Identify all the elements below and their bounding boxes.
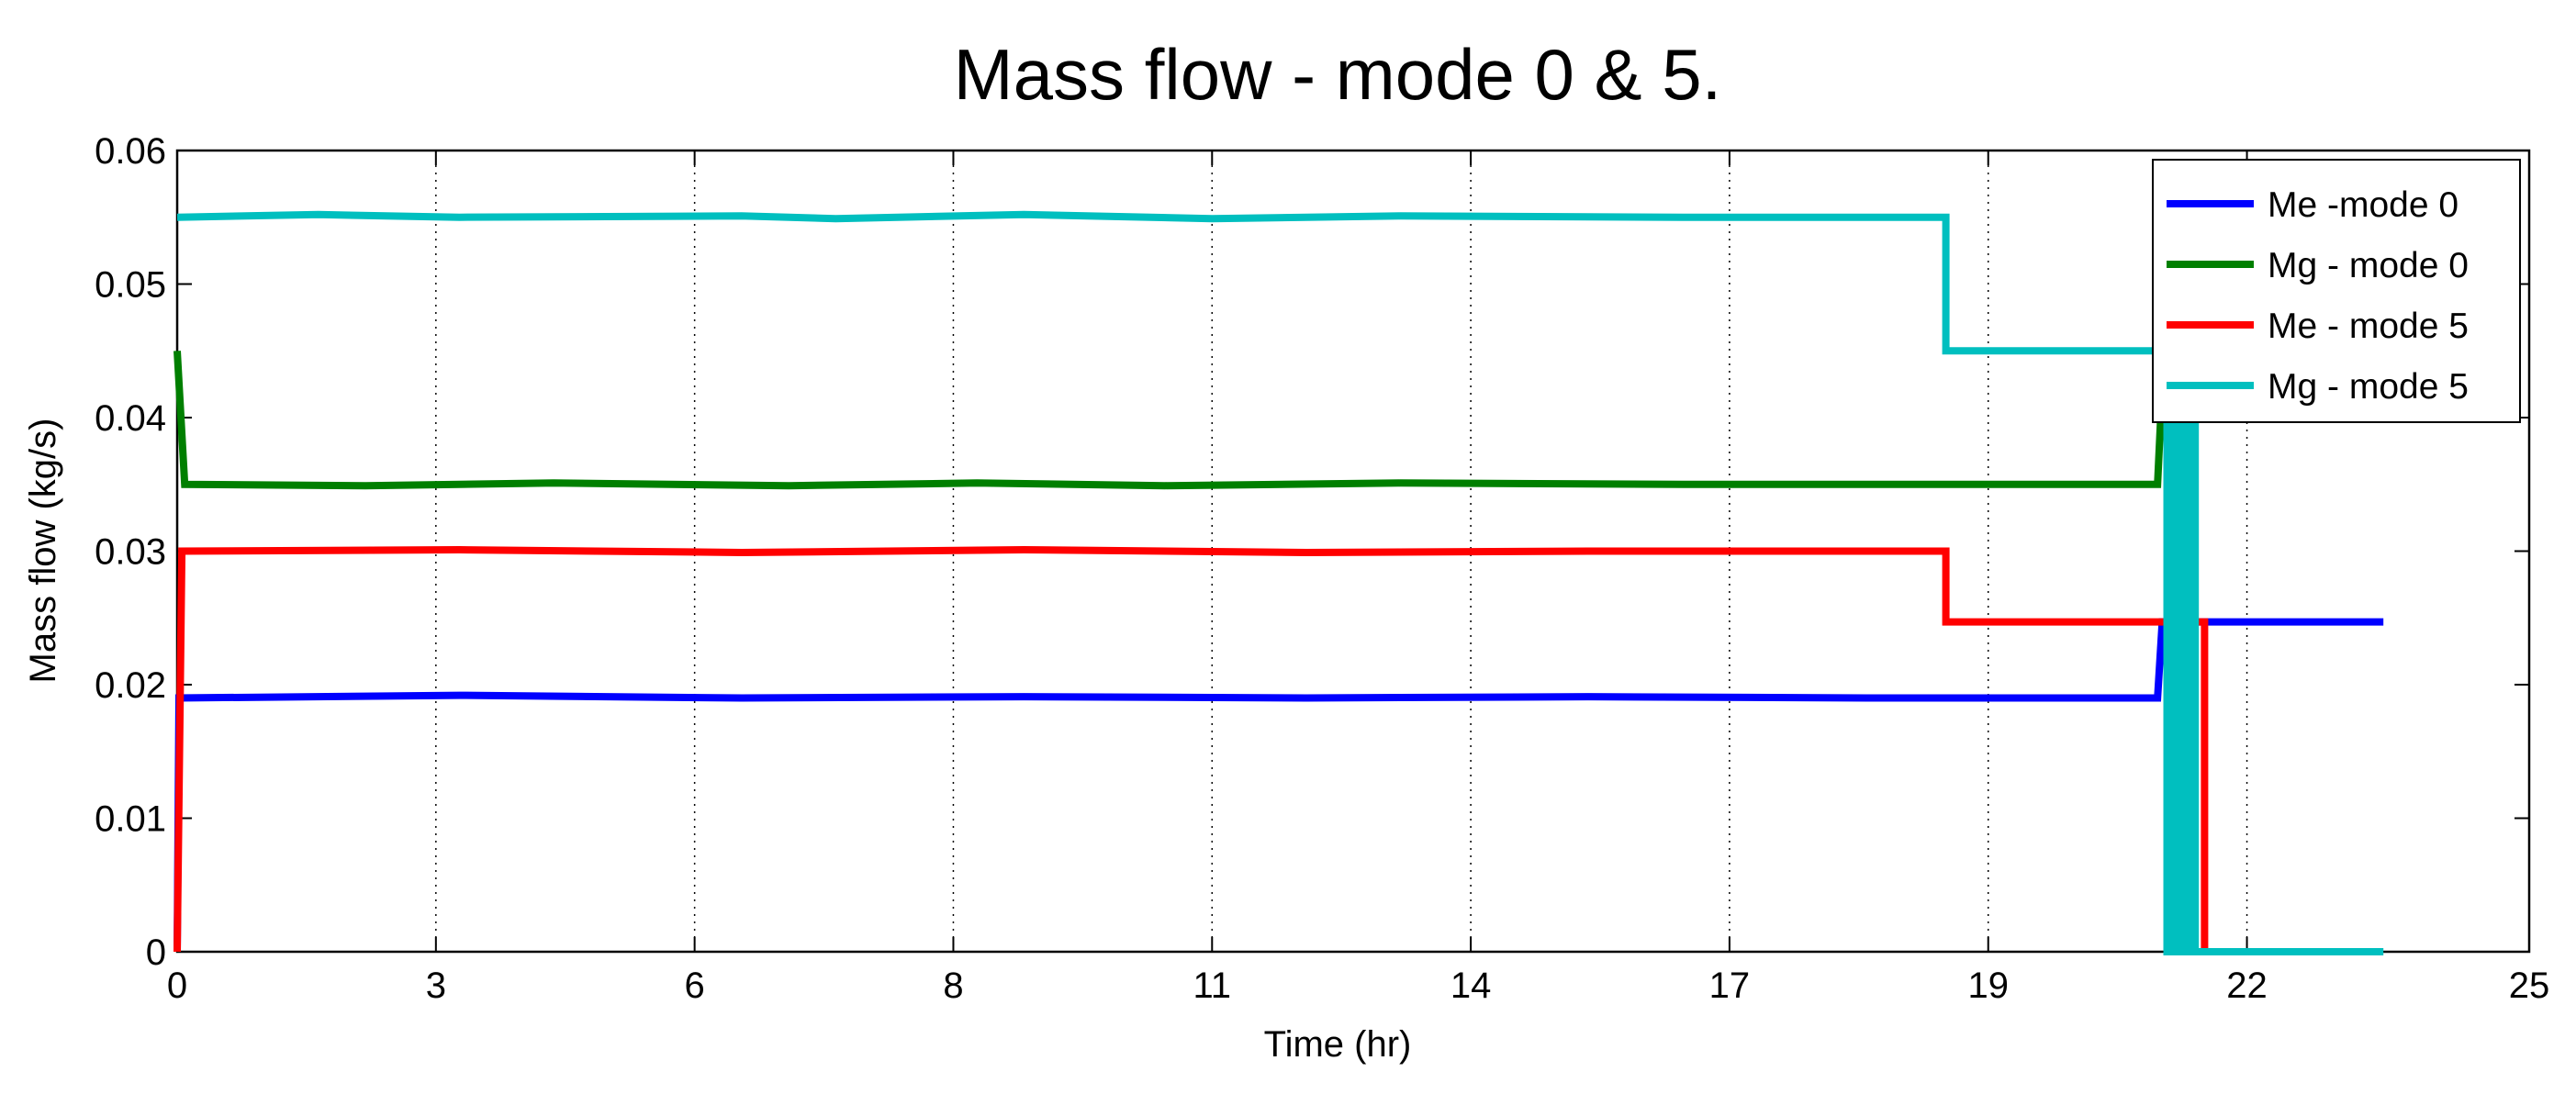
y-tick-label: 0.04 — [95, 398, 166, 439]
legend: Me -mode 0 Mg - mode 0 Me - mode 5 Mg - mod… — [2152, 159, 2521, 423]
x-axis-label: Time (hr) — [1264, 1024, 1412, 1065]
series-line-mg-mode-5 — [176, 210, 2384, 955]
series-band-mg-mode-5 — [2167, 351, 2196, 952]
legend-entries: Me -mode 0 Mg - mode 0 Me - mode 5 Mg - mod… — [2167, 185, 2469, 407]
series-line-me-mode-5 — [174, 545, 2209, 953]
legend-label-mg-mode-0: Mg - mode 0 — [2268, 246, 2469, 285]
y-tick-labels: 0 0.01 0.02 0.03 0.04 0.05 0.06 — [95, 131, 166, 973]
x-tick-labels: 0 3 6 8 11 14 17 19 22 25 — [167, 966, 2549, 1006]
x-tick-label: 8 — [943, 966, 963, 1006]
x-tick-label: 22 — [2226, 966, 2268, 1006]
legend-label-me-mode-0: Me -mode 0 — [2268, 185, 2458, 225]
y-tick-label: 0.05 — [95, 265, 166, 306]
x-tick-label: 17 — [1709, 966, 1751, 1006]
y-tick-label: 0.06 — [95, 131, 166, 172]
legend-label-me-mode-5: Me - mode 5 — [2268, 307, 2469, 346]
x-tick-label: 6 — [685, 966, 705, 1006]
y-tick-label: 0 — [146, 932, 166, 973]
chart-title: Mass flow - mode 0 & 5. — [954, 34, 1722, 115]
y-axis-label: Mass flow (kg/s) — [23, 419, 63, 684]
legend-label-mg-mode-5: Mg - mode 5 — [2268, 367, 2469, 407]
x-tick-label: 14 — [1450, 966, 1492, 1006]
series-layer — [174, 210, 2384, 955]
y-tick-label: 0.01 — [95, 799, 166, 840]
x-tick-label: 19 — [1967, 966, 2009, 1006]
y-tick-label: 0.02 — [95, 665, 166, 706]
x-tick-label: 3 — [426, 966, 446, 1006]
series-line-me-mode-0 — [174, 618, 2384, 953]
series-line-mg-mode-0 — [174, 351, 2167, 490]
x-tick-label: 25 — [2509, 966, 2550, 1006]
y-tick-label: 0.03 — [95, 532, 166, 573]
x-tick-label: 11 — [1193, 966, 1232, 1006]
x-tick-label: 0 — [167, 966, 187, 1006]
